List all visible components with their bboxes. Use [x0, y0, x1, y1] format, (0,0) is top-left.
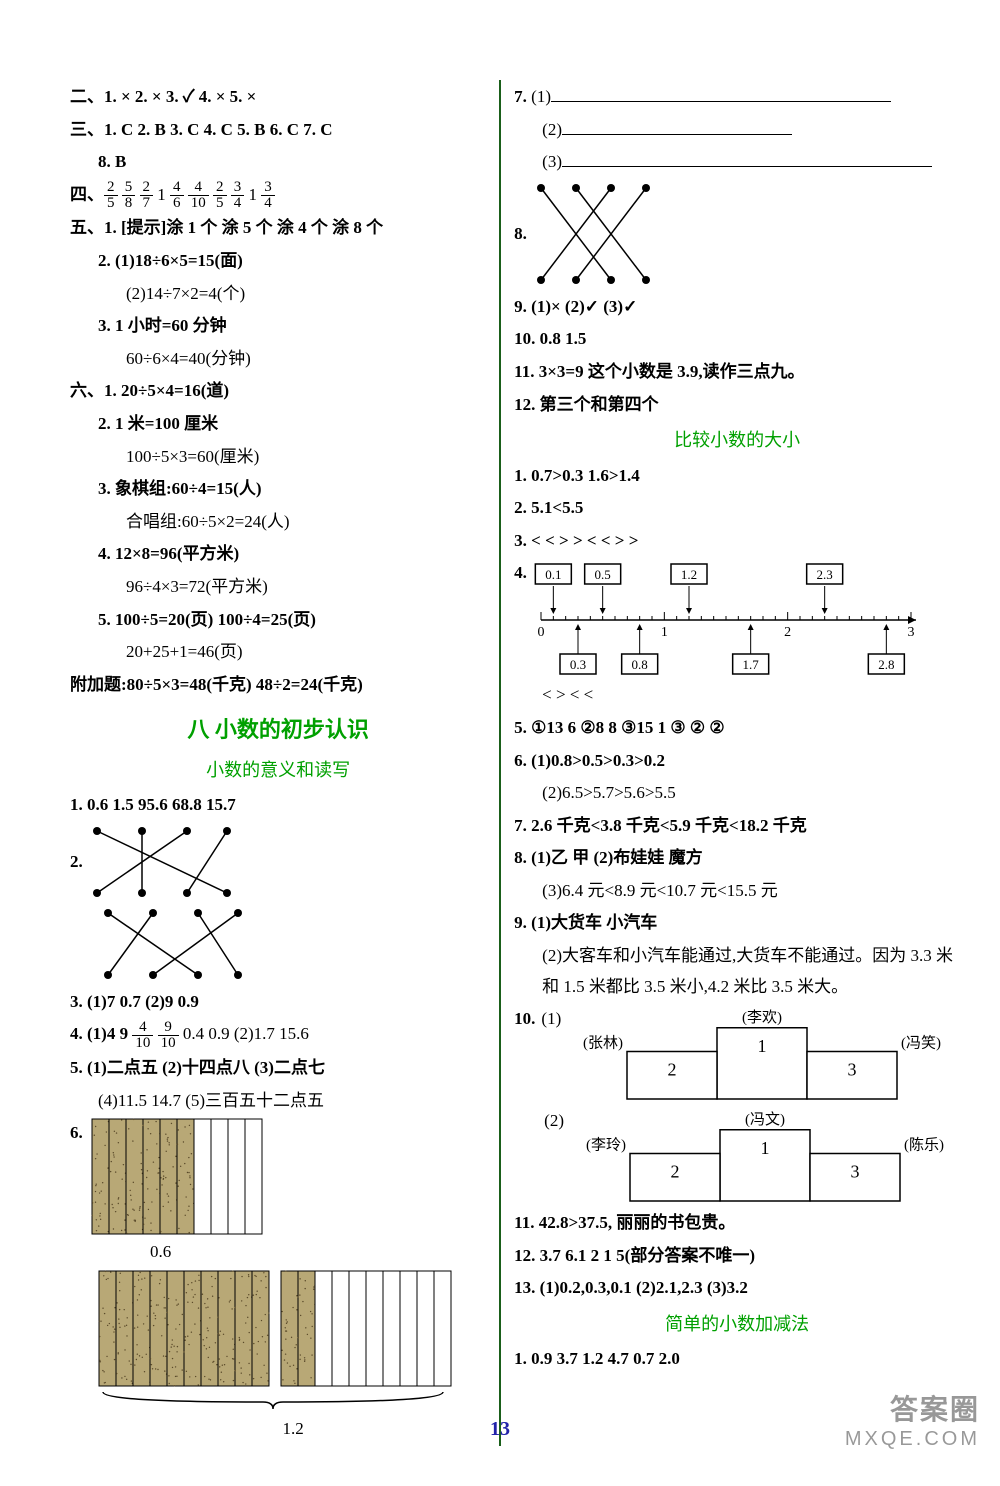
r13: 13. (1)0.2,0.3,0.1 (2)2.1,2.3 (3)3.2 — [514, 1273, 960, 1304]
sec3-l1: 三、1. C 2. B 3. C 4. C 5. B 6. C 7. C — [70, 115, 486, 146]
strip-diagram-2 — [98, 1270, 486, 1412]
svg-text:2: 2 — [668, 1060, 677, 1080]
sec6-l8: 5. 100÷5=20(页) 100÷4=25(页) — [70, 605, 486, 636]
sec5-l1: 五、1. [提示]涂 1 个 涂 5 个 涂 4 个 涂 8 个 — [70, 213, 486, 244]
podium-1: 1 2 3 (李欢) (张林) (冯笑) — [567, 1004, 957, 1104]
q5b: (4)11.5 14.7 (5)三百五十二点五 — [70, 1086, 486, 1117]
r8b: (3)6.4 元<8.9 元<10.7 元<15.5 元 — [514, 876, 960, 907]
svg-text:1: 1 — [661, 625, 668, 640]
r11: 11. 42.8>37.5, 丽丽的书包贵。 — [514, 1208, 960, 1239]
q3: 3. (1)7 0.7 (2)9 0.9 — [70, 987, 486, 1018]
svg-text:(冯笑): (冯笑) — [901, 1035, 941, 1052]
r9a: 9. (1)大货车 小汽车 — [514, 908, 960, 939]
sec6-l7: 96÷4×3=72(平方米) — [70, 572, 486, 603]
r12: 12. 3.7 6.1 2 1 5(部分答案不唯一) — [514, 1241, 960, 1272]
svg-text:1.2: 1.2 — [681, 567, 697, 582]
podium-2: 1 2 3 (冯文) (李玲) (陈乐) — [570, 1106, 960, 1206]
left-column: 二、1. × 2. × 3. ✓ 4. × 5. × 三、1. C 2. B 3… — [70, 80, 494, 1446]
sec2: 二、1. × 2. × 3. ✓ 4. × 5. × — [70, 82, 486, 113]
column-divider — [499, 80, 501, 1446]
r9b: (2)大客车和小汽车能通过,大货车不能通过。因为 3.3 米和 1.5 米都比 … — [514, 941, 960, 1002]
r6b: (2)6.5>5.7>5.6>5.5 — [514, 778, 960, 809]
q8: 8. — [514, 180, 960, 290]
sec6-l9: 20+25+1=46(页) — [70, 637, 486, 668]
r1: 1. 0.7>0.3 1.6>1.4 — [514, 461, 960, 492]
sec5-l2: 2. (1)18÷6×5=15(面) — [70, 246, 486, 277]
svg-text:3: 3 — [907, 625, 914, 640]
svg-text:(陈乐): (陈乐) — [904, 1136, 944, 1154]
s1: 1. 0.9 3.7 1.2 4.7 0.7 2.0 — [514, 1344, 960, 1375]
number-line-diagram: 0 1 2 3 0.1 0.5 1.2 2.3 0.3 0.8 1.7 2.8 — [531, 558, 921, 678]
watermark: 答案圈 MXQE.COM — [845, 1388, 980, 1451]
svg-text:1.7: 1.7 — [742, 657, 759, 672]
r2: 2. 5.1<5.5 — [514, 493, 960, 524]
sub-title-3: 简单的小数加减法 — [514, 1308, 960, 1340]
q5a: 5. (1)二点五 (2)十四点八 (3)二点七 — [70, 1053, 486, 1084]
svg-text:(冯文): (冯文) — [745, 1111, 785, 1128]
answer-line-2 — [562, 118, 792, 135]
q6: 6. — [70, 1118, 486, 1235]
sec5-l4: 3. 1 小时=60 分钟 — [70, 311, 486, 342]
svg-text:0.8: 0.8 — [631, 657, 647, 672]
sec6-l4: 3. 象棋组:60÷4=15(人) — [70, 474, 486, 505]
svg-text:1: 1 — [758, 1036, 767, 1056]
svg-text:(李欢): (李欢) — [742, 1009, 782, 1026]
q1: 1. 0.6 1.5 95.6 68.8 15.7 — [70, 790, 486, 821]
svg-text:0.1: 0.1 — [545, 567, 561, 582]
svg-text:0.3: 0.3 — [570, 657, 586, 672]
r6a: 6. (1)0.8>0.5>0.3>0.2 — [514, 746, 960, 777]
sec6-l5: 合唱组:60÷5×2=24(人) — [70, 507, 486, 538]
r10-2: (2) 123(冯文)(李玲)(陈乐) — [514, 1106, 960, 1206]
r8a: 8. (1)乙 甲 (2)布娃娃 魔方 — [514, 843, 960, 874]
r3: 3. < < > > < < > > — [514, 526, 960, 557]
q10: 10. 0.8 1.5 — [514, 324, 960, 355]
q11: 11. 3×3=9 这个小数是 3.9,读作三点九。 — [514, 357, 960, 388]
strip-diagram-1 — [91, 1118, 263, 1235]
r7: 7. 2.6 千克<3.8 千克<5.9 千克<18.2 千克 — [514, 811, 960, 842]
extra: 附加题:80÷5×3=48(千克) 48÷2=24(千克) — [70, 670, 486, 701]
sec6-l1: 六、1. 20÷5×4=16(道) — [70, 376, 486, 407]
match-diagram-2 — [98, 905, 248, 985]
match-diagram-1 — [87, 823, 237, 903]
svg-text:1: 1 — [761, 1138, 770, 1158]
svg-text:(张林): (张林) — [583, 1035, 623, 1052]
r4b: < > < < — [514, 680, 960, 711]
q2b — [70, 905, 486, 985]
svg-text:0: 0 — [537, 625, 544, 640]
answer-line-1 — [551, 85, 891, 102]
svg-text:3: 3 — [851, 1162, 860, 1182]
sub-title-1: 小数的意义和读写 — [70, 754, 486, 786]
sec4: 四、25 58 27 1 46 410 25 34 1 34 — [70, 180, 486, 212]
r4: 4. 01230.10.51.22.30.30.81.72.8 — [514, 558, 960, 678]
svg-text:2: 2 — [671, 1162, 680, 1182]
svg-text:(李玲): (李玲) — [586, 1137, 626, 1154]
chapter-title: 八 小数的初步认识 — [70, 710, 486, 750]
r10-1: 10. (1) 123(李欢)(张林)(冯笑) — [514, 1004, 960, 1104]
svg-text:3: 3 — [848, 1060, 857, 1080]
q2: 2. — [70, 823, 486, 903]
q9: 9. (1)× (2)✓ (3)✓ — [514, 292, 960, 323]
strip1-label: 0.6 — [70, 1237, 486, 1268]
sec6-l6: 4. 12×8=96(平方米) — [70, 539, 486, 570]
sec5-l3: (2)14÷7×2=4(个) — [70, 279, 486, 310]
q7-2: (2) — [514, 115, 960, 146]
svg-text:2.3: 2.3 — [816, 567, 832, 582]
match-diagram-3 — [531, 180, 661, 290]
svg-text:2.8: 2.8 — [878, 657, 894, 672]
right-column: 7. (1) (2) (3) 8. 9. (1)× (2)✓ (3)✓ 10. … — [506, 80, 960, 1446]
sec3-l2: 8. B — [70, 147, 486, 178]
q6b — [70, 1270, 486, 1412]
r5: 5. ①13 6 ②8 8 ③15 1 ③ ② ② — [514, 713, 960, 744]
sub-title-2: 比较小数的大小 — [514, 424, 960, 456]
sec5-l5: 60÷6×4=40(分钟) — [70, 344, 486, 375]
answer-line-3 — [562, 150, 932, 167]
svg-text:0.5: 0.5 — [594, 567, 610, 582]
sec6-l3: 100÷5×3=60(厘米) — [70, 442, 486, 473]
svg-text:2: 2 — [784, 625, 791, 640]
q7-1: 7. (1) — [514, 82, 960, 113]
q7-3: (3) — [514, 147, 960, 178]
q12: 12. 第三个和第四个 — [514, 390, 960, 421]
sec6-l2: 2. 1 米=100 厘米 — [70, 409, 486, 440]
q4: 4. (1)4 9 410 910 0.4 0.9 (2)1.7 15.6 — [70, 1019, 486, 1051]
